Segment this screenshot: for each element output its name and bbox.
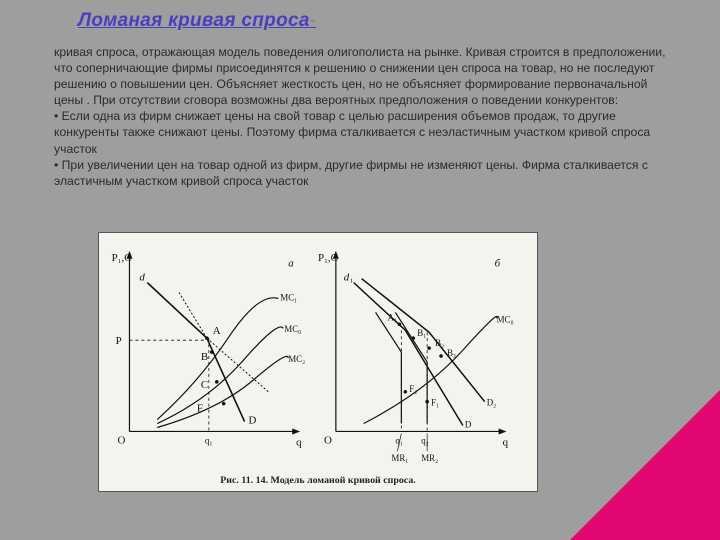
lbl-Db: D [465,419,472,429]
lbl-q2b: q₂ [421,435,429,445]
panel-a-xlabel: q [296,436,302,448]
lbl-C: C [201,379,208,391]
lbl-q1: q₁ [205,435,213,445]
lbl-D2: D₂ [487,398,497,408]
panel-a: P₁,C q O а [112,251,306,448]
panel-a-letter: а [288,258,294,270]
lbl-B2: B₂ [435,338,444,348]
lbl-A: A [213,325,221,337]
lbl-B3: B₃ [447,348,456,358]
slide: Ломаная кривая спроса- кривая спроса, от… [0,0,720,540]
panel-b-letter: б [495,258,501,270]
figure-svg: P₁,C q O а [99,233,537,491]
panel-a-ylabel: P₁,C [112,252,132,264]
panel-b: P₁,C q O б [318,251,514,463]
lbl-B1: B₁ [417,328,426,338]
panel-b-ylabel: P₁,C [318,252,338,264]
panel-b-origin: O [324,434,332,446]
paragraph-1: кривая спроса, отражающая модель поведен… [54,44,666,108]
lbl-F1: F₁ [431,398,439,408]
paragraph-2: • Если одна из фирм снижает цены на свой… [54,108,666,156]
title-trailing: - [310,10,317,31]
accent-triangle [570,390,720,540]
lbl-d1: d₁ [344,272,353,284]
lbl-MR1: MR₁ [391,453,408,463]
panel-b-xlabel: q [503,436,509,448]
lbl-A1: A₁ [387,312,397,322]
lbl-MC0b: MC₀ [497,314,514,324]
body-text: кривая спроса, отражающая модель поведен… [54,44,666,189]
lbl-F2: F₂ [409,384,417,394]
title-text: Ломаная кривая спроса [78,10,310,31]
figure: P₁,C q O а [98,232,538,492]
figure-caption: Рис. 11. 14. Модель ломаной кривой спрос… [220,475,416,486]
lbl-MR2: MR₂ [421,453,438,463]
slide-title: Ломаная кривая спроса- [78,10,316,32]
lbl-d: d [139,272,145,284]
lbl-MC1: MC₁ [280,292,297,302]
panel-a-origin: O [118,434,126,446]
lbl-B: B [201,351,208,363]
lbl-F: F [197,403,203,415]
lbl-MC0: MC₀ [284,324,301,334]
paragraph-3: • При увеличении цен на товар одной из ф… [54,157,666,189]
lbl-MC2: MC₂ [288,354,305,364]
lbl-P: P [116,335,122,347]
lbl-D: D [249,415,257,427]
